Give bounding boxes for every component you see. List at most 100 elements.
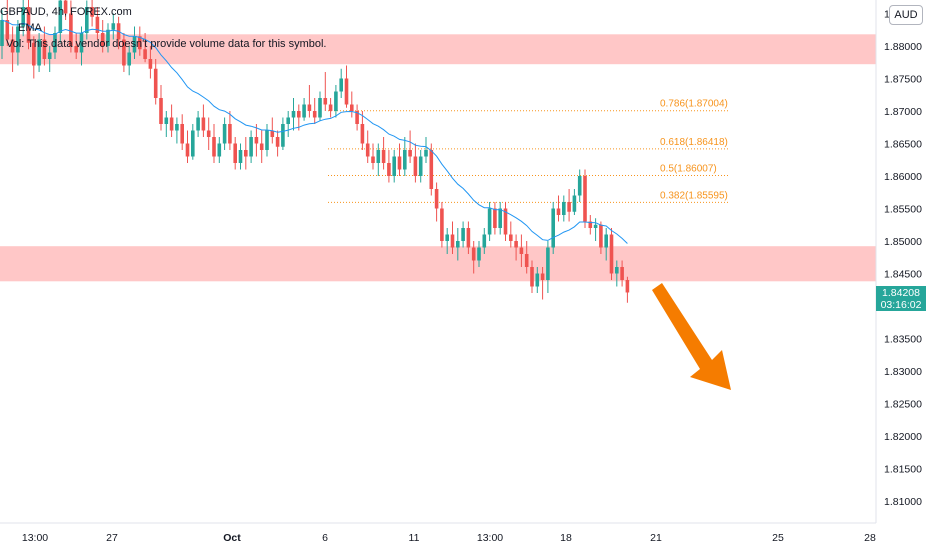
y-axis-tick: 1.85500 <box>884 204 922 216</box>
candle-body <box>275 137 280 147</box>
candle-body <box>143 49 147 59</box>
candle-body <box>583 176 587 222</box>
candle-body <box>450 234 455 248</box>
forecast-arrow <box>652 283 731 390</box>
x-axis-tick: 18 <box>560 532 572 544</box>
candle-body <box>95 16 100 33</box>
fib-level-label: 0.786(1.87004) <box>660 99 728 110</box>
fib-level-label: 0.618(1.86418) <box>660 137 728 148</box>
candle-body <box>42 39 47 59</box>
candle-body <box>206 130 211 137</box>
candle-body <box>408 150 412 157</box>
candle-body <box>307 104 312 111</box>
candle-body <box>593 224 598 228</box>
candle-body <box>32 42 36 66</box>
candle-body <box>546 247 550 280</box>
x-axis-tick: 13:00 <box>477 532 503 544</box>
candle-body <box>175 124 179 131</box>
y-axis-tick: 1.86000 <box>884 171 922 183</box>
candle-body <box>360 124 365 144</box>
currency-button[interactable]: AUD <box>889 5 923 25</box>
candle-body <box>572 195 577 212</box>
candle-body <box>535 273 540 287</box>
chart-legend: GBPAUD, 4h, FOREX.com EMA Vol: This data… <box>0 4 326 52</box>
y-axis-tick: 1.83500 <box>884 334 922 346</box>
candle-body <box>387 163 391 176</box>
candle-body <box>74 46 78 53</box>
candle-body <box>567 202 571 212</box>
x-axis-tick: 11 <box>409 532 420 544</box>
y-axis-tick: 1.81500 <box>884 464 922 476</box>
candle-body <box>16 26 20 53</box>
candle-body <box>577 176 582 196</box>
candle-body <box>524 254 529 267</box>
candle-body <box>254 137 259 144</box>
candle-body <box>461 228 465 241</box>
candle-body <box>217 143 222 157</box>
candle-body <box>79 33 84 53</box>
candle-body <box>85 7 89 33</box>
candle-body <box>312 111 317 118</box>
last-price-tag: 1.84208 03:16:02 <box>876 286 926 311</box>
candle-body <box>376 150 381 163</box>
candle-body <box>556 208 561 215</box>
candle-body <box>334 91 338 111</box>
y-axis-tick: 1.82500 <box>884 399 922 411</box>
candle-body <box>244 150 248 157</box>
candle-body <box>477 247 481 261</box>
candle-body <box>625 280 630 293</box>
y-axis-tick: 1.84500 <box>884 269 922 281</box>
candle-body <box>148 59 153 69</box>
symbol-line: GBPAUD, 4h, FOREX.com <box>0 6 132 18</box>
candle-body <box>429 150 434 189</box>
candle-body <box>482 234 487 248</box>
candle-body <box>381 150 386 163</box>
candle-body <box>445 234 449 241</box>
candle-body <box>599 224 603 248</box>
candle-body <box>10 39 15 53</box>
candle-body <box>238 150 243 163</box>
price-zone-2 <box>0 246 876 282</box>
candle-body <box>228 124 232 144</box>
candle-body <box>493 208 497 228</box>
y-axis-tick: 1.82000 <box>884 431 922 443</box>
candle-body <box>318 98 322 118</box>
candle-body <box>90 7 94 17</box>
candle-body <box>487 208 492 235</box>
candle-body <box>365 143 370 157</box>
candle-body <box>259 143 264 150</box>
candle-body <box>397 156 402 170</box>
candle-body <box>21 7 25 27</box>
candle-body <box>434 189 439 209</box>
candle-body <box>403 150 407 170</box>
candle-body <box>286 117 290 124</box>
last-price-value: 1.84208 <box>882 287 920 299</box>
x-axis-tick: 27 <box>106 532 118 544</box>
candle-body <box>514 241 518 248</box>
y-axis-tick: 1.87500 <box>884 74 922 86</box>
candle-body <box>169 117 174 131</box>
candle-body <box>100 33 105 46</box>
x-axis-tick: 6 <box>322 532 328 544</box>
candle-body <box>138 36 142 50</box>
candle-body <box>530 267 534 287</box>
x-axis-tick: 25 <box>772 532 784 544</box>
candle-body <box>519 247 524 254</box>
candle-body <box>297 111 301 118</box>
candle-body <box>201 117 206 131</box>
x-axis-tick: 28 <box>864 532 876 544</box>
candle-body <box>233 143 237 163</box>
candle-body <box>371 156 375 163</box>
candle-body <box>498 208 502 228</box>
candle-body <box>509 234 513 241</box>
candle-body <box>270 130 275 137</box>
candle-body <box>323 98 328 105</box>
candle-body <box>620 267 624 280</box>
candle-body <box>159 98 163 124</box>
candle-body <box>196 117 200 131</box>
candle-body <box>69 13 73 46</box>
volume-legend: Vol: This data vendor doesn't provide vo… <box>6 38 327 50</box>
candle-body <box>551 208 555 248</box>
